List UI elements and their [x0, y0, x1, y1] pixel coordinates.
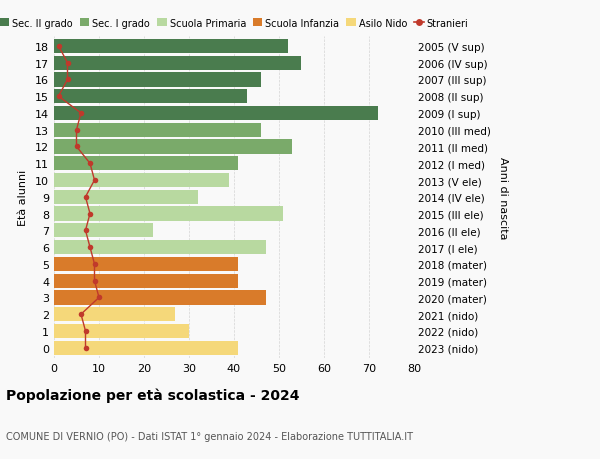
Bar	[54, 90, 247, 104]
Bar	[54, 308, 175, 322]
Bar	[54, 174, 229, 188]
Bar	[54, 140, 292, 154]
Y-axis label: Anni di nascita: Anni di nascita	[498, 156, 508, 239]
Bar	[54, 73, 261, 87]
Bar	[54, 56, 301, 71]
Bar	[54, 324, 189, 338]
Text: COMUNE DI VERNIO (PO) - Dati ISTAT 1° gennaio 2024 - Elaborazione TUTTITALIA.IT: COMUNE DI VERNIO (PO) - Dati ISTAT 1° ge…	[6, 431, 413, 442]
Bar	[54, 257, 238, 271]
Bar	[54, 106, 378, 121]
Text: Popolazione per età scolastica - 2024: Popolazione per età scolastica - 2024	[6, 388, 299, 403]
Bar	[54, 224, 153, 238]
Bar	[54, 39, 288, 54]
Legend: Sec. II grado, Sec. I grado, Scuola Primaria, Scuola Infanzia, Asilo Nido, Stran: Sec. II grado, Sec. I grado, Scuola Prim…	[0, 19, 469, 28]
Bar	[54, 123, 261, 138]
Bar	[54, 157, 238, 171]
Bar	[54, 190, 198, 204]
Bar	[54, 291, 265, 305]
Bar	[54, 341, 238, 355]
Bar	[54, 241, 265, 255]
Y-axis label: Età alunni: Età alunni	[18, 169, 28, 225]
Bar	[54, 207, 283, 221]
Bar	[54, 274, 238, 288]
